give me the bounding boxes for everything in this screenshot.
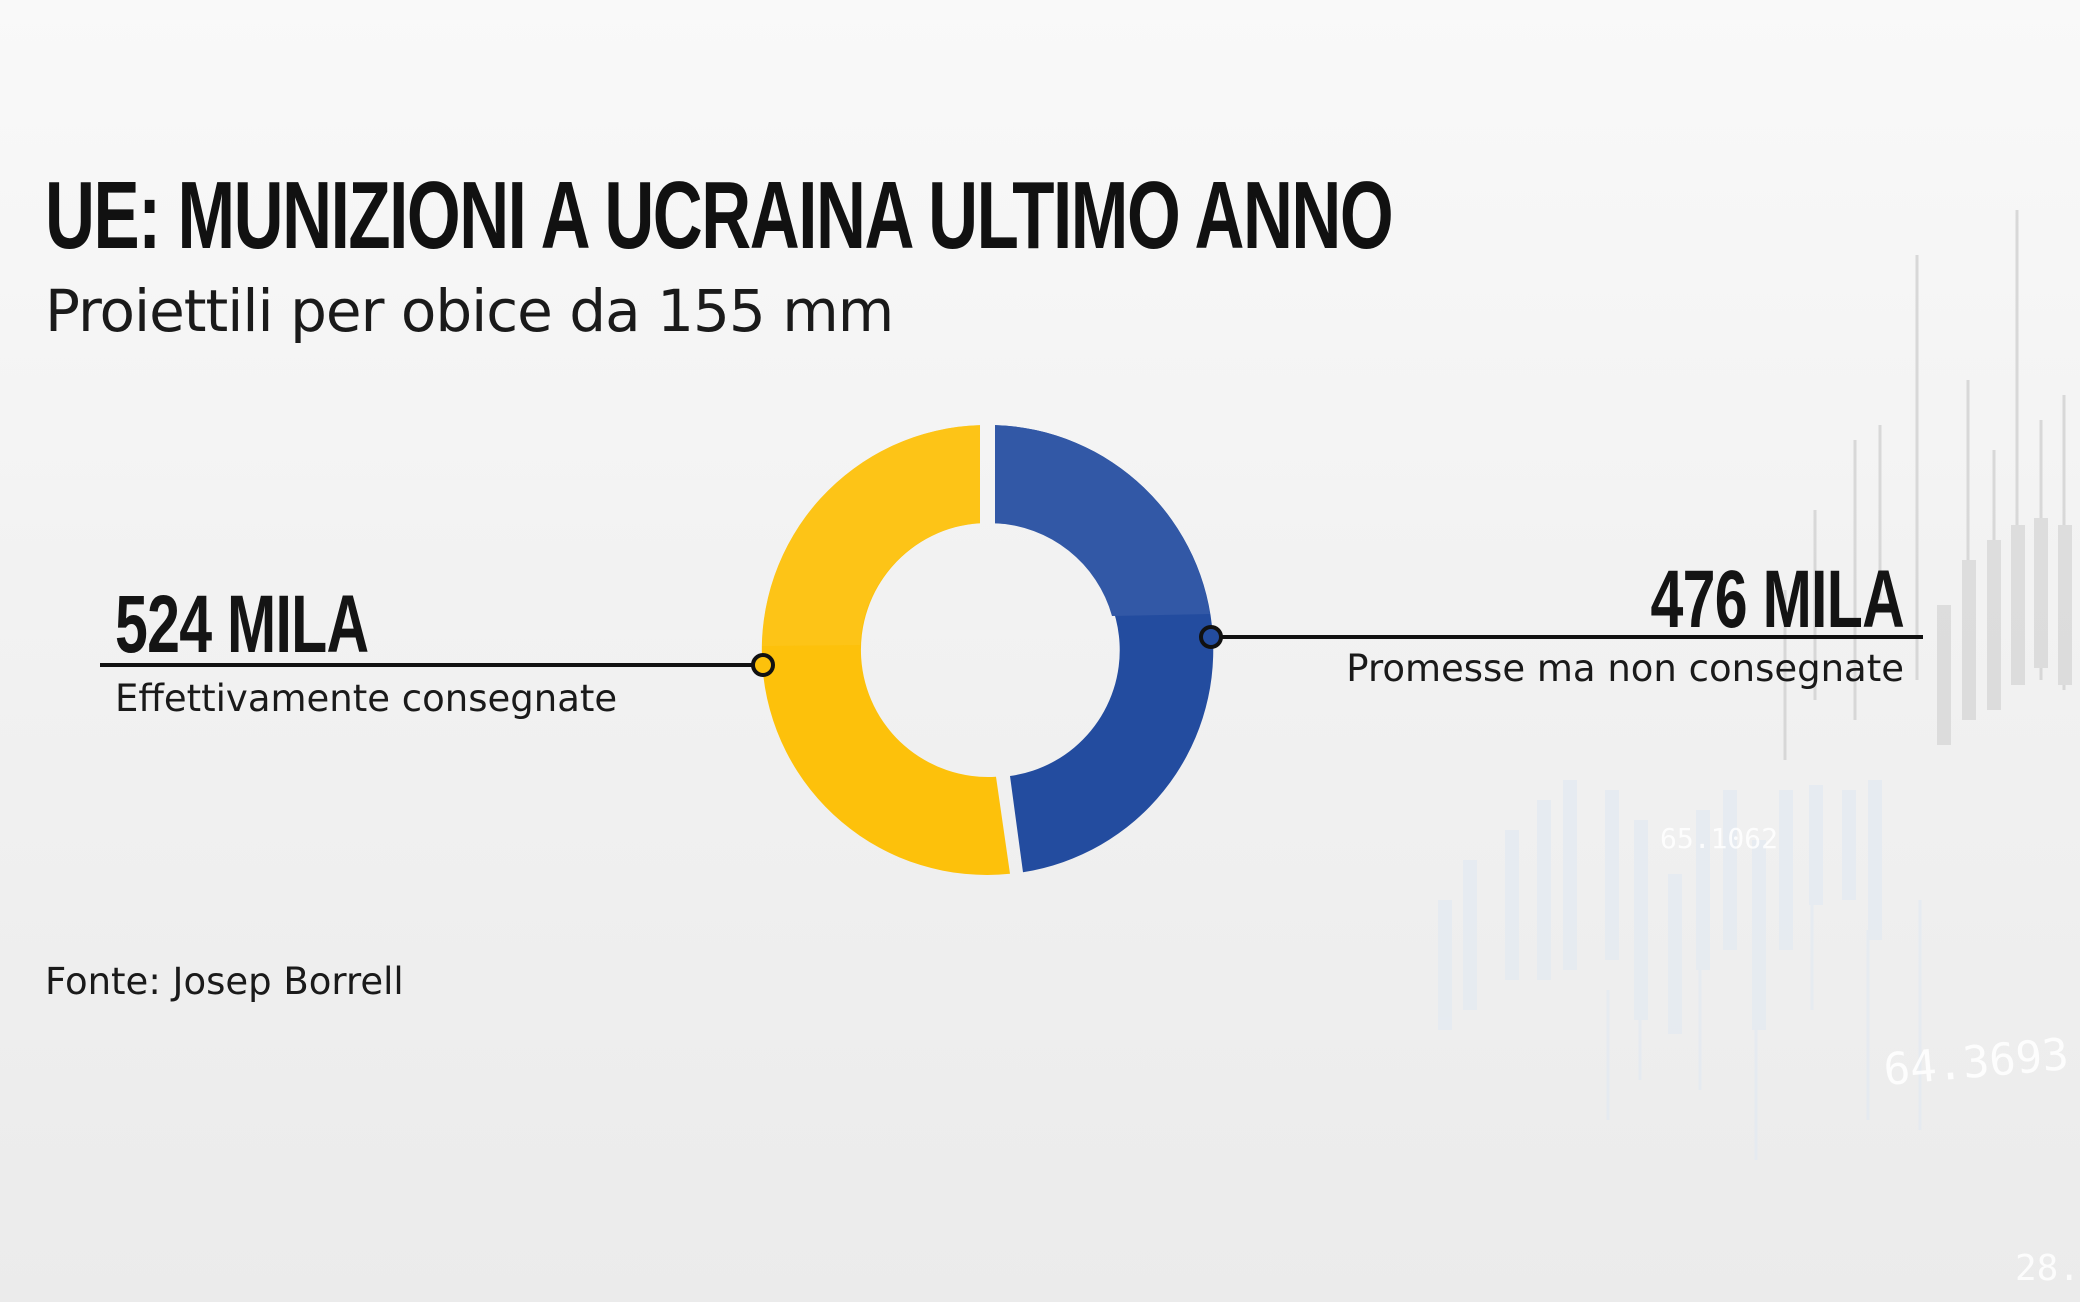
marker-delivered — [751, 653, 775, 677]
chart-title: UE: MUNIZIONI A UCRAINA ULTIMO ANNO — [45, 162, 1394, 269]
description-delivered: Effettivamente consegnate — [115, 677, 618, 720]
segment-delivered — [761, 425, 1010, 875]
value-label-delivered: 524 MILA — [115, 579, 369, 670]
description-promised: Promesse ma non consegnate — [1346, 647, 1904, 690]
source-note: Fonte: Josep Borrell — [45, 960, 404, 1003]
marker-promised — [1199, 625, 1223, 649]
segment-promised — [995, 425, 1214, 873]
chart-subtitle: Proiettili per obice da 155 mm — [45, 277, 894, 345]
value-label-promised: 476 MILA — [1650, 554, 1905, 645]
